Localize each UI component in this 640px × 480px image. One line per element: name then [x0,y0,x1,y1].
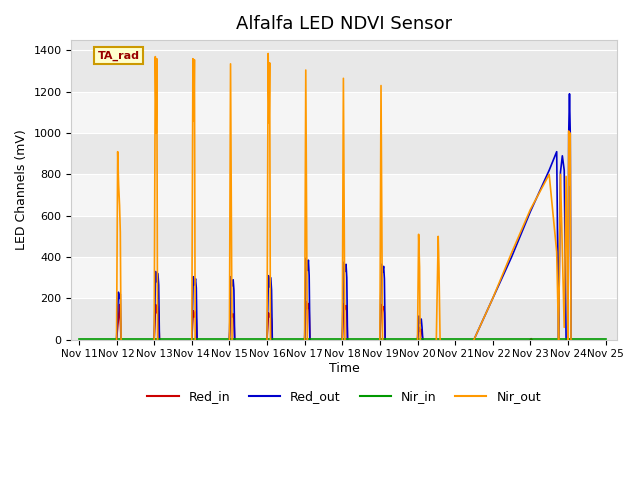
Nir_in [198,336,205,342]
Bar [72,133,617,174]
Legend: Red_in, Red_out, Nir_in, Nir_out: Red_in, Red_out, Nir_in, Nir_out [142,385,546,408]
Nir_out [413,337,421,343]
Line: Red_out: Red_out [116,94,571,340]
Nir_in [75,336,83,342]
Red_in [155,312,163,318]
Bar [72,40,617,92]
Nir_in [346,336,354,342]
Red_out [229,277,237,283]
Nir_in [559,336,567,342]
Line: Red_in: Red_in [116,301,570,340]
X-axis label: Time: Time [329,362,360,375]
Red_in [113,337,120,343]
Red_out [230,287,237,293]
Text: TA_rad: TA_rad [98,50,140,60]
Red_out [225,337,233,343]
Red_in [306,337,314,343]
Nir_out [436,337,444,343]
Bar [72,299,617,340]
Line: Nir_out: Nir_out [116,54,571,340]
Red_out [545,168,553,173]
Nir_in [602,336,609,342]
Red_out [306,337,314,343]
Red_out [508,254,515,260]
Nir_in [575,336,583,342]
Bar [72,216,617,257]
Nir_out [433,337,440,343]
Red_in [419,337,427,343]
Nir_out [113,337,120,343]
Red_in [418,332,426,337]
Red_out [113,337,120,343]
Nir_in [389,336,397,342]
Red_in [228,314,236,320]
Red_in [193,316,200,322]
Nir_out [265,120,273,126]
Y-axis label: LED Channels (mV): LED Channels (mV) [15,130,28,250]
Nir_out [154,337,161,343]
Title: Alfalfa LED NDVI Sensor: Alfalfa LED NDVI Sensor [236,15,452,33]
Nir_in [176,336,184,342]
